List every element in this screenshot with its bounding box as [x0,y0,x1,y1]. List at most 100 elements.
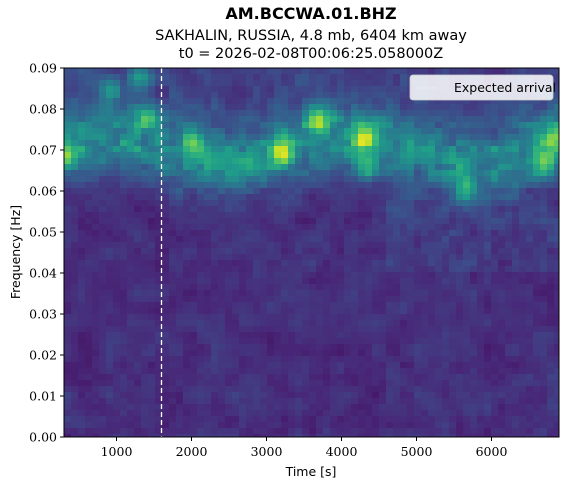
heatmap-cell [379,68,387,75]
heatmap-cell [519,182,527,189]
heatmap-cell [477,356,485,363]
heatmap-cell [547,272,555,279]
heatmap-cell [330,236,338,243]
heatmap-cell [365,122,373,129]
heatmap-cell [99,260,107,267]
heatmap-cell [176,194,184,201]
heatmap-cell [512,68,520,75]
heatmap-cell [365,356,373,363]
heatmap-cell [309,230,317,237]
heatmap-cell [344,80,352,87]
heatmap-cell [477,302,485,309]
heatmap-cell [127,362,135,369]
heatmap-cell [113,206,121,213]
heatmap-cell [337,188,345,195]
heatmap-cell [456,368,464,375]
heatmap-cell [491,350,499,357]
heatmap-cell [547,200,555,207]
heatmap-cell [309,302,317,309]
heatmap-cell [288,332,296,339]
heatmap-cell [253,338,261,345]
heatmap-cell [225,422,233,429]
heatmap-cell [183,164,191,171]
heatmap-cell [190,80,198,87]
heatmap-cell [155,212,163,219]
heatmap-cell [449,224,457,231]
heatmap-cell [463,326,471,333]
heatmap-cell [148,314,156,321]
heatmap-cell [407,122,415,129]
heatmap-cell [141,98,149,105]
heatmap-cell [134,218,142,225]
heatmap-cell [316,338,324,345]
heatmap-cell [456,332,464,339]
heatmap-cell [435,128,443,135]
heatmap-cell [99,398,107,405]
heatmap-cell [260,74,268,81]
heatmap-cell [435,164,443,171]
heatmap-cell [526,284,534,291]
heatmap-cell [393,140,401,147]
heatmap-cell [127,326,135,333]
heatmap-cell [316,176,324,183]
heatmap-cell [190,434,198,437]
heatmap-cell [92,314,100,321]
heatmap-cell [337,398,345,405]
heatmap-cell [218,92,226,99]
heatmap-cell [498,236,506,243]
heatmap-cell [393,254,401,261]
heatmap-cell [386,110,394,117]
y-axis: 0.000.010.020.030.040.050.060.070.080.09 [29,61,64,445]
heatmap-cell [169,302,177,309]
heatmap-cell [372,116,380,123]
heatmap-cell [365,290,373,297]
heatmap-cell [470,314,478,321]
heatmap-cell [477,386,485,393]
heatmap-cell [456,224,464,231]
heatmap-cell [302,416,310,423]
heatmap-cell [554,290,559,297]
heatmap-cell [498,212,506,219]
heatmap-cell [155,218,163,225]
heatmap-cell [281,242,289,249]
heatmap-cell [477,170,485,177]
heatmap-cell [295,422,303,429]
heatmap-cell [358,212,366,219]
heatmap-cell [239,320,247,327]
heatmap-cell [64,248,72,255]
heatmap-cell [302,338,310,345]
heatmap-cell [120,434,128,437]
heatmap-cell [197,410,205,417]
heatmap-cell [232,272,240,279]
heatmap-cell [169,140,177,147]
heatmap-cell [365,314,373,321]
heatmap-cell [134,284,142,291]
heatmap-cell [246,188,254,195]
heatmap-cell [281,398,289,405]
heatmap-cell [85,356,93,363]
heatmap-cell [309,242,317,249]
heatmap-cell [386,296,394,303]
heatmap-cell [155,362,163,369]
heatmap-cell [323,302,331,309]
heatmap-cell [330,302,338,309]
heatmap-cell [302,314,310,321]
heatmap-cell [512,218,520,225]
heatmap-cell [253,362,261,369]
heatmap-cell [533,428,541,435]
heatmap-cell [414,338,422,345]
heatmap-cell [421,182,429,189]
heatmap-cell [85,332,93,339]
heatmap-cell [71,242,79,249]
heatmap-cell [400,170,408,177]
heatmap-cell [162,146,170,153]
heatmap-cell [407,380,415,387]
heatmap-cell [64,374,72,381]
heatmap-cell [554,134,559,141]
heatmap-cell [526,110,534,117]
heatmap-cell [400,206,408,213]
heatmap-cell [295,206,303,213]
heatmap-cell [512,272,520,279]
heatmap-cell [302,260,310,267]
heatmap-cell [386,80,394,87]
